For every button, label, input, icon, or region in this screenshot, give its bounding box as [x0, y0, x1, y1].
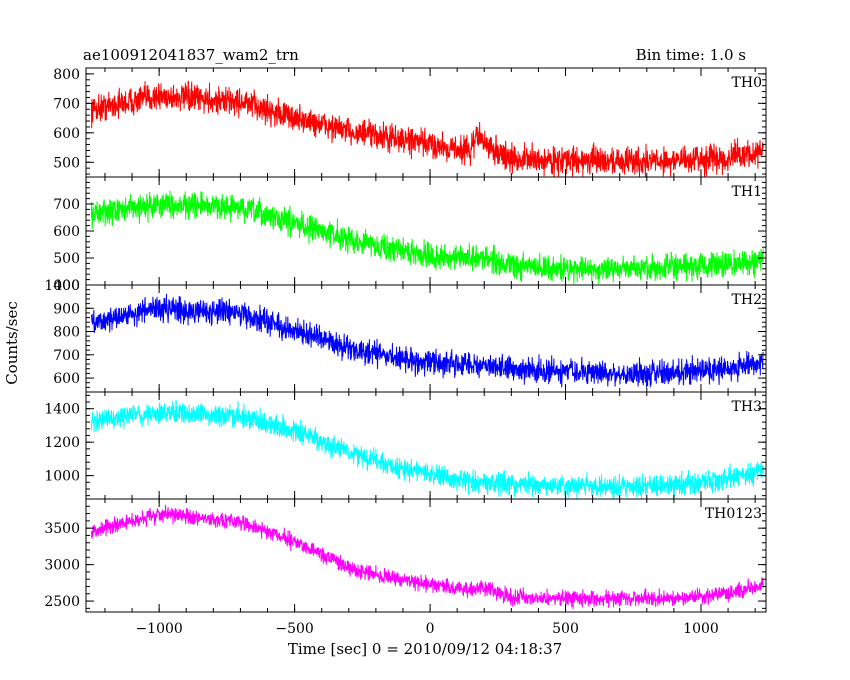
panel-th0: 500 600 700 800 TH0	[53, 67, 767, 178]
series-line-th2	[90, 293, 764, 388]
bin-time-label: Bin time: 1.0 s	[636, 46, 746, 64]
panel-label-th0: TH0	[732, 75, 762, 91]
y-tick-label: 700	[53, 197, 80, 213]
panel-label-th0123: TH0123	[705, 506, 762, 522]
chart-title: ae100912041837_wam2_trn	[83, 46, 299, 64]
panel-label-th1: TH1	[732, 184, 762, 200]
series-line-th0	[90, 80, 764, 177]
y-tick-label: 900	[53, 301, 80, 317]
y-tick-label: 1200	[44, 435, 80, 451]
y-axis-label: Counts/sec	[3, 301, 21, 385]
y-tick-label: 1000	[44, 469, 80, 485]
x-tick-label: −500	[275, 621, 313, 637]
y-tick-label: 600	[53, 371, 80, 387]
series-line-th1	[90, 190, 764, 285]
panel-th0123: 2500 3000 3500 TH0123	[44, 498, 767, 613]
y-tick-label: 1400	[44, 402, 80, 418]
y-tick-label: 3000	[44, 558, 80, 574]
y-tick-label: 500	[53, 251, 80, 267]
x-axis-label: Time [sec] 0 = 2010/09/12 04:18:37	[288, 640, 562, 658]
series-line-th0123	[90, 504, 764, 610]
panel-label-th2: TH2	[732, 292, 762, 308]
panel-frame	[85, 498, 767, 613]
y-tick-label: 800	[53, 67, 80, 83]
y-tick-label: 700	[53, 348, 80, 364]
panel-th2: 600 700 800 900 1000 TH2	[44, 278, 767, 393]
series-line-th3	[90, 400, 764, 499]
y-tick-label: 600	[53, 126, 80, 142]
panel-frame	[85, 391, 767, 500]
x-tick-label: 1000	[683, 621, 719, 637]
y-tick-label: 1000	[44, 278, 80, 294]
panels: 500 600 700 800 TH0 400 500 600 700 TH1 600 700 800 9…	[44, 67, 767, 613]
y-tick-label: 3500	[44, 521, 80, 537]
x-tick-label: −1000	[135, 621, 182, 637]
y-tick-label: 400	[53, 278, 80, 294]
x-tick-label: 500	[552, 621, 579, 637]
x-axis: −1000 −500 0 500 1000	[135, 621, 718, 637]
y-tick-label: 600	[53, 224, 80, 240]
panel-th1: 400 500 600 700 TH1	[53, 176, 767, 294]
y-tick-label: 700	[53, 96, 80, 112]
panel-th3: 1000 1200 1400 TH3	[44, 391, 767, 500]
y-tick-label: 800	[53, 325, 80, 341]
y-tick-label: 500	[53, 155, 80, 171]
x-tick-label: 0	[426, 621, 435, 637]
panel-frame	[85, 284, 767, 393]
y-tick-label: 2500	[44, 594, 80, 610]
panel-label-th3: TH3	[732, 399, 762, 415]
